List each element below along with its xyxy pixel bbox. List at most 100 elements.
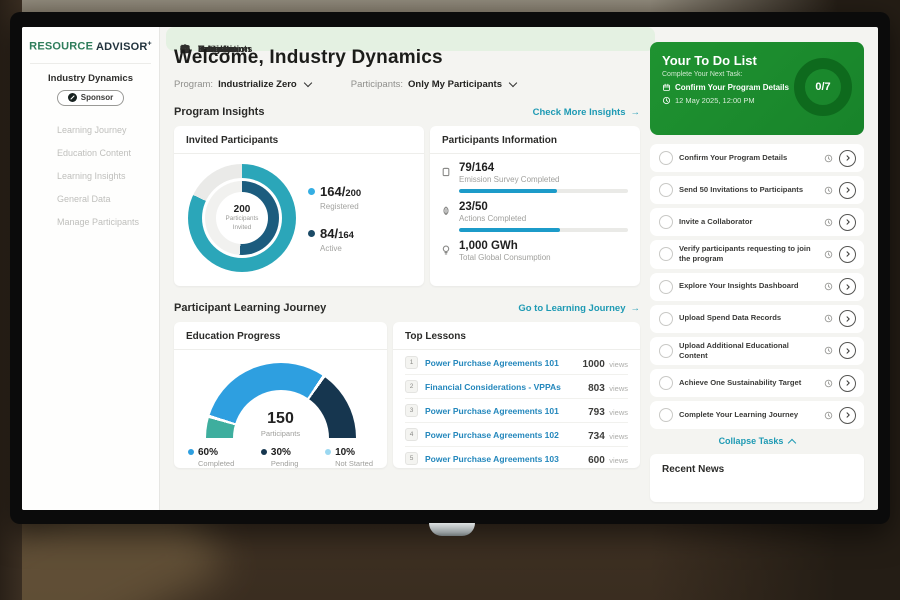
go-to-learning-journey-link[interactable]: Go to Learning Journey →	[518, 302, 641, 314]
nav-item[interactable]: Manage Participants	[27, 211, 154, 234]
legend-percent: 30%	[270, 447, 291, 458]
task-checkbox[interactable]	[659, 151, 673, 165]
task-label: Explore Your Insights Dashboard	[679, 281, 799, 291]
task-label: Invite a Collaborator	[679, 216, 753, 226]
main-content: Welcome, Industry Dynamics Program: Indu…	[161, 27, 650, 510]
task-checkbox[interactable]	[659, 215, 673, 229]
task-clock-icon	[824, 154, 833, 163]
legend-dot	[308, 187, 315, 195]
lesson-title-link[interactable]: Power Purchase Agreements 101	[425, 357, 559, 368]
task-chevron-button[interactable]	[839, 278, 856, 295]
lesson-views: 600 views	[588, 454, 628, 466]
collapse-tasks-link[interactable]: Collapse Tasks	[650, 436, 864, 447]
lesson-title-link[interactable]: Financial Considerations - VPPAs	[425, 381, 561, 392]
calendar-icon	[662, 83, 671, 92]
task-row[interactable]: Verify participants requesting to join t…	[650, 240, 864, 269]
nav-item[interactable]: Home	[166, 27, 655, 55]
lesson-title-link[interactable]: Power Purchase Agreements 101	[425, 405, 559, 416]
legend-item: 10% Not Started	[325, 447, 373, 468]
donut-center-value: 200	[233, 204, 251, 216]
info-value: 23/50	[459, 201, 488, 213]
info-row: 79/164 Emission Survey Completed	[440, 162, 628, 193]
sponsor-badge[interactable]: Sponsor	[56, 89, 125, 106]
task-chevron-button[interactable]	[839, 213, 856, 231]
task-row[interactable]: Achieve One Sustainability Target	[650, 369, 864, 397]
legend-dot	[188, 449, 194, 455]
journey-cards-row: Education Progress 150 Participants	[174, 322, 640, 468]
todo-panel: Your To Do List Complete Your Next Task:…	[650, 27, 864, 510]
progress-fill	[459, 189, 558, 193]
task-clock-icon	[824, 250, 833, 259]
card-title: Education Progress	[174, 322, 387, 350]
chevron-up-icon	[788, 438, 797, 447]
task-chevron-button[interactable]	[839, 374, 856, 392]
program-filter[interactable]: Program: Industrialize Zero	[174, 78, 312, 90]
info-row: 23/50 Actions Completed	[440, 201, 628, 232]
task-row[interactable]: Upload Additional Educational Content	[650, 336, 864, 365]
info-label: Total Global Consumption	[459, 253, 551, 262]
invited-participants-card: Invited Participants 200 Participants Inv…	[174, 126, 424, 286]
nav-item[interactable]: General Data	[27, 188, 154, 211]
survey-icon	[440, 166, 452, 178]
nav-item-label: Take Action	[198, 43, 251, 55]
nav-item[interactable]: Education Content	[27, 142, 154, 165]
task-row[interactable]: Complete Your Learning Journey	[650, 401, 864, 429]
task-clock-icon	[824, 314, 833, 323]
task-chevron-button[interactable]	[839, 342, 856, 360]
task-list: Confirm Your Program Details Send 50 Inv…	[650, 144, 864, 429]
nav-item[interactable]: Learning Insights	[27, 165, 154, 188]
task-checkbox[interactable]	[659, 376, 673, 390]
nav-list: Home Insights Education Learning Journey	[22, 27, 655, 234]
nav-item-label: Learning Insights	[57, 171, 126, 182]
legend-percent: 10%	[335, 447, 356, 458]
donut-center: 200 Participants Invited	[225, 204, 259, 231]
bulb-icon	[440, 244, 452, 256]
recent-news-title: Recent News	[662, 464, 725, 475]
divider	[30, 62, 151, 64]
arrow-right-icon: →	[630, 302, 641, 314]
nav-item-label: Settings	[198, 43, 236, 55]
task-chevron-button[interactable]	[839, 181, 856, 199]
lesson-views: 803 views	[588, 382, 628, 394]
participants-filter[interactable]: Participants: Only My Participants	[351, 78, 518, 90]
task-chevron-button[interactable]	[839, 310, 856, 327]
task-checkbox[interactable]	[659, 343, 673, 358]
legend-item: 30% Pending	[260, 447, 298, 468]
task-row[interactable]: Send 50 Invitations to Participants	[650, 176, 864, 204]
nav-item[interactable]: Settings	[166, 27, 655, 55]
task-checkbox[interactable]	[659, 279, 673, 294]
task-chevron-button[interactable]	[839, 149, 856, 167]
card-title: Top Lessons	[393, 322, 640, 350]
monitor-screen: RESOURCE ADVISOR+ Industry Dynamics Spon…	[22, 27, 878, 510]
gauge-chart: 150 Participants	[205, 363, 356, 438]
todo-next-task: Confirm Your Program Details	[675, 83, 789, 92]
lesson-title-link[interactable]: Power Purchase Agreements 102	[425, 429, 559, 440]
participants-info-list: 79/164 Emission Survey Completed 23/50 A…	[430, 154, 640, 262]
card-title: Invited Participants	[174, 126, 424, 154]
task-checkbox[interactable]	[659, 247, 673, 262]
task-checkbox[interactable]	[659, 311, 673, 326]
task-row[interactable]: Confirm Your Program Details	[650, 144, 864, 172]
lesson-views: 1000 views	[582, 358, 628, 370]
info-row: 1,000 GWh Total Global Consumption	[440, 240, 628, 262]
todo-header-card: Your To Do List Complete Your Next Task:…	[650, 42, 864, 135]
task-clock-icon	[824, 282, 833, 291]
task-checkbox[interactable]	[659, 408, 673, 422]
todo-counter-ring: 0/7	[794, 58, 852, 116]
check-more-insights-link[interactable]: Check More Insights →	[532, 106, 640, 118]
task-checkbox[interactable]	[659, 183, 673, 197]
nav-item-label: Home	[198, 43, 225, 55]
task-row[interactable]: Invite a Collaborator	[650, 208, 864, 236]
nav-item[interactable]: Learning Journey	[27, 119, 154, 142]
task-chevron-button[interactable]	[839, 245, 856, 263]
section-heading-program-insights: Program Insights	[174, 106, 265, 118]
program-insights-header: Program Insights Check More Insights →	[174, 106, 640, 118]
lesson-title-link[interactable]: Power Purchase Agreements 103	[425, 453, 559, 464]
task-row[interactable]: Upload Spend Data Records	[650, 304, 864, 333]
task-row[interactable]: Explore Your Insights Dashboard	[650, 272, 864, 301]
task-label: Confirm Your Program Details	[679, 152, 788, 162]
actions-icon	[440, 205, 452, 217]
task-chevron-button[interactable]	[839, 406, 856, 424]
card-title: Participants Information	[430, 126, 640, 154]
